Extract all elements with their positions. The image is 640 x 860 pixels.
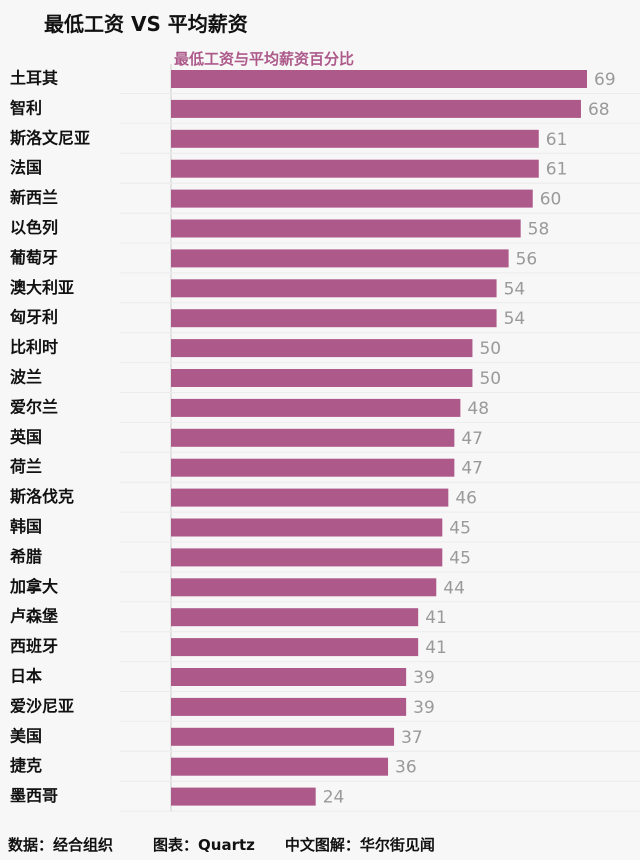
bar	[171, 608, 419, 627]
bar	[171, 189, 533, 208]
bar	[171, 638, 419, 657]
bar-chart: 土耳其 69 智利 68 斯洛文尼亚 61 法国 61 新西兰 60 以色列 58 葡萄牙 56 澳大利亚 5…	[9, 64, 640, 812]
value-label: 54	[504, 309, 526, 329]
chart-title: 最低工资 VS 平均薪资	[44, 12, 248, 36]
category-label: 斯洛文尼亚	[10, 128, 90, 147]
category-label: 新西兰	[10, 188, 58, 207]
category-label: 爱沙尼亚	[10, 696, 74, 715]
category-label: 韩国	[10, 517, 42, 536]
bar	[171, 727, 395, 746]
value-label: 56	[516, 249, 538, 269]
category-label: 墨西哥	[10, 786, 58, 805]
value-label: 60	[540, 190, 562, 210]
bar	[171, 428, 455, 447]
category-label: 荷兰	[10, 457, 42, 476]
value-label: 61	[546, 160, 568, 180]
category-label: 比利时	[10, 338, 58, 357]
value-label: 39	[413, 698, 435, 718]
category-label: 希腊	[10, 547, 42, 566]
value-label: 47	[461, 459, 483, 479]
category-label: 美国	[10, 726, 42, 745]
category-label: 捷克	[10, 756, 42, 775]
bar	[171, 697, 407, 716]
category-label: 爱尔兰	[10, 397, 58, 416]
value-label: 47	[461, 429, 483, 449]
value-label: 61	[546, 130, 568, 150]
category-label: 土耳其	[10, 69, 58, 88]
bar	[171, 578, 437, 597]
value-label: 41	[425, 638, 447, 658]
value-label: 68	[588, 100, 610, 120]
bar	[171, 129, 539, 148]
category-label: 澳大利亚	[10, 278, 74, 297]
value-label: 54	[504, 279, 526, 299]
category-label: 卢森堡	[10, 607, 58, 626]
footer-chart-by: 图表：Quartz	[153, 836, 255, 854]
category-label: 英国	[9, 427, 42, 446]
value-label: 58	[528, 220, 550, 240]
category-label: 波兰	[10, 368, 42, 387]
bar	[171, 70, 587, 88]
bar	[171, 279, 497, 298]
bar	[171, 219, 521, 238]
bar	[171, 159, 539, 178]
value-label: 48	[467, 399, 489, 419]
value-label: 50	[479, 339, 501, 359]
bar	[171, 548, 443, 567]
value-label: 41	[425, 608, 447, 628]
category-label: 智利	[10, 98, 42, 117]
footer: 数据：经合组织 图表：Quartz 中文图解：华尔街见闻	[8, 834, 435, 855]
bar	[171, 99, 581, 118]
bar	[171, 488, 449, 507]
bar	[171, 249, 509, 268]
category-label: 斯洛伐克	[10, 487, 74, 506]
footer-translation: 中文图解：华尔街见闻	[284, 836, 435, 854]
category-label: 葡萄牙	[9, 248, 58, 267]
bar	[171, 398, 461, 417]
bar	[171, 339, 473, 358]
category-label: 法国	[10, 158, 42, 177]
category-label: 西班牙	[10, 637, 58, 656]
value-label: 45	[449, 519, 471, 539]
value-label: 24	[323, 788, 345, 808]
value-label: 50	[479, 369, 501, 389]
bar	[171, 458, 455, 477]
bar	[171, 668, 407, 686]
category-label: 以色列	[10, 218, 58, 237]
category-label: 加拿大	[9, 577, 58, 596]
category-label: 日本	[10, 667, 42, 686]
value-label: 46	[455, 489, 477, 509]
value-label: 36	[395, 758, 417, 778]
category-label: 匈牙利	[9, 308, 58, 327]
value-label: 37	[401, 728, 423, 748]
footer-source: 数据：经合组织	[8, 836, 114, 854]
bar	[171, 787, 316, 806]
bar	[171, 757, 389, 776]
bar	[171, 369, 473, 387]
value-label: 39	[413, 668, 435, 688]
value-label: 45	[449, 548, 471, 568]
value-label: 44	[443, 578, 465, 598]
chart-subtitle: 最低工资与平均薪资百分比	[174, 50, 355, 68]
bar	[171, 518, 443, 537]
bar	[171, 309, 497, 328]
value-label: 69	[594, 70, 616, 90]
